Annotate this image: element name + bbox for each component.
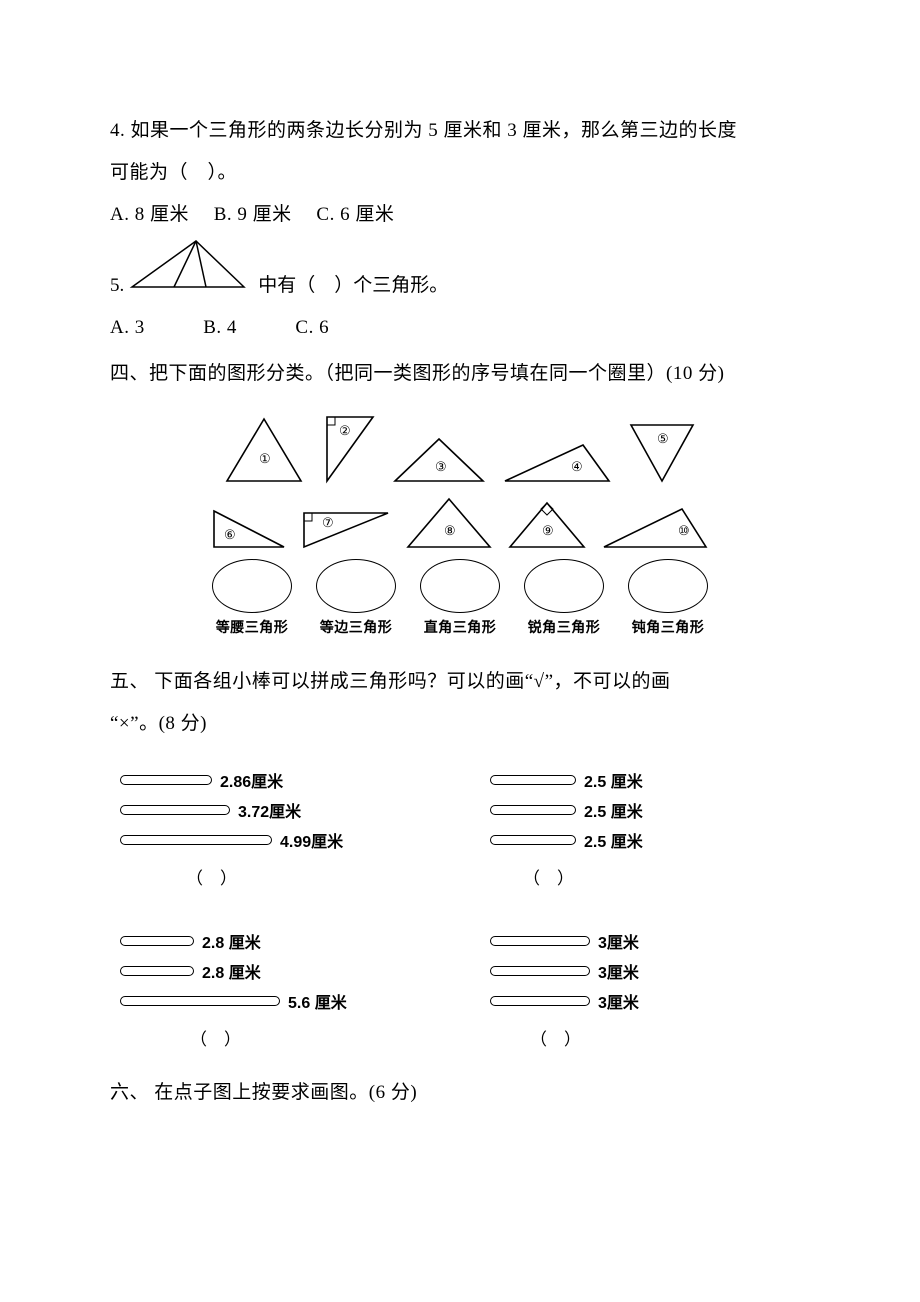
q5-figure [124,235,254,307]
section5-title-l2: “×”。(8 分) [110,703,810,745]
triangle-shape: ③ [391,435,487,485]
answer-blank: （ ） [523,864,780,889]
svg-text:③: ③ [435,459,447,474]
triangle-shape: ⑧ [404,495,494,551]
stick-row: 2.5 厘米 [490,798,780,822]
oval-label: 钝角三角形 [632,617,705,637]
stick-bar [490,996,590,1006]
stick-label: 2.5 厘米 [584,768,643,792]
section5-title-l1: 五、 下面各组小棒可以拼成三角形吗？可以的画“√”，不可以的画 [110,661,810,703]
stick-label: 2.5 厘米 [584,798,643,822]
oval-label: 锐角三角形 [528,617,601,637]
stick-bar [120,775,212,785]
q4-line1: 4. 如果一个三角形的两条边长分别为 5 厘米和 3 厘米，那么第三边的长度 [110,110,810,152]
q5-suffix: 中有（ ）个三角形。 [258,265,448,307]
triangle-shape: ⑩ [600,505,710,551]
svg-text:②: ② [339,423,351,438]
ovals-row: 等腰三角形 等边三角形 直角三角形 锐角三角形 钝角三角形 [207,559,713,637]
stick-bar [120,996,280,1006]
oval-blank [628,559,708,613]
stick-bar [490,966,590,976]
triangle-row-1: ① ② ③ ④ ⑤ [207,413,713,485]
stick-row: 2.5 厘米 [490,768,780,792]
section4-figure: ① ② ③ ④ ⑤ ⑥ ⑦ ⑧ ⑨ ⑩ 等腰三角形 等边三角形 直角三角形 锐角三角形 钝角三角形 [110,413,810,637]
stick-row: 3厘米 [490,989,780,1013]
answer-blank: （ ） [186,864,410,889]
triangle-row-2: ⑥ ⑦ ⑧ ⑨ ⑩ [207,495,713,551]
stick-row: 2.8 厘米 [120,929,410,953]
stick-bar [490,805,576,815]
svg-text:⑨: ⑨ [542,523,554,538]
section6-title: 六、 在点子图上按要求画图。(6 分) [110,1072,810,1114]
oval-label: 等边三角形 [320,617,393,637]
triangle-shape: ① [223,415,305,485]
triangle-shape: ② [319,413,377,485]
svg-text:⑤: ⑤ [657,431,669,446]
stick-label: 3.72厘米 [238,798,301,822]
svg-text:④: ④ [571,459,583,474]
stick-row: 3厘米 [490,929,780,953]
stick-label: 2.86厘米 [220,768,283,792]
stick-row: 2.5 厘米 [490,828,780,852]
stick-row: 4.99厘米 [120,828,410,852]
stick-bar [120,936,194,946]
stick-row: 2.86厘米 [120,768,410,792]
q4-line2: 可能为（ ）。 [110,152,810,194]
svg-text:⑧: ⑧ [444,523,456,538]
stick-label: 3厘米 [598,959,639,983]
oval-category: 等腰三角形 [207,559,297,637]
oval-label: 等腰三角形 [216,617,289,637]
q5-line: 5. 中有（ ）个三角形。 [110,235,810,307]
oval-category: 等边三角形 [311,559,401,637]
q5-prefix: 5. [110,265,124,307]
sticks-grid: 2.86厘米 3.72厘米 4.99厘米 （ ） 2.5 厘米 2.5 厘米 2.5 厘米 （… [120,768,780,1050]
stick-bar [120,835,272,845]
stick-bar [490,936,590,946]
stick-group: 2.86厘米 3.72厘米 4.99厘米 （ ） [120,768,410,889]
triangle-shape: ⑥ [210,507,288,551]
oval-category: 钝角三角形 [623,559,713,637]
stick-label: 2.8 厘米 [202,929,261,953]
triangle-shape: ④ [501,441,613,485]
stick-label: 3厘米 [598,989,639,1013]
triangles-set: ① ② ③ ④ ⑤ ⑥ ⑦ ⑧ ⑨ ⑩ 等腰三角形 等边三角形 直角三角形 锐角三角形 钝角三角形 [207,413,713,637]
triangle-shape: ⑨ [506,499,588,551]
stick-bar [120,966,194,976]
triangle-shape: ⑤ [627,421,697,485]
section4-title: 四、把下面的图形分类。（把同一类图形的序号填在同一个圈里）(10 分) [110,353,810,395]
stick-label: 2.5 厘米 [584,828,643,852]
oval-blank [212,559,292,613]
triangle-shape: ⑦ [300,509,392,551]
stick-row: 2.8 厘米 [120,959,410,983]
oval-label: 直角三角形 [424,617,497,637]
stick-label: 5.6 厘米 [288,989,347,1013]
stick-row: 3.72厘米 [120,798,410,822]
q4-options: A. 8 厘米 B. 9 厘米 C. 6 厘米 [110,194,810,236]
oval-category: 直角三角形 [415,559,505,637]
stick-row: 5.6 厘米 [120,989,410,1013]
svg-text:⑥: ⑥ [224,527,236,542]
page-container: 4. 如果一个三角形的两条边长分别为 5 厘米和 3 厘米，那么第三边的长度 可… [0,0,920,1174]
stick-group: 3厘米 3厘米 3厘米 （ ） [490,929,780,1050]
oval-category: 锐角三角形 [519,559,609,637]
stick-bar [490,775,576,785]
answer-blank: （ ） [530,1025,780,1050]
oval-blank [420,559,500,613]
svg-text:⑩: ⑩ [678,523,690,538]
q5-triangle-svg [124,235,254,291]
oval-blank [524,559,604,613]
stick-label: 3厘米 [598,929,639,953]
stick-group: 2.5 厘米 2.5 厘米 2.5 厘米 （ ） [490,768,780,889]
stick-bar [490,835,576,845]
stick-bar [120,805,230,815]
stick-label: 2.8 厘米 [202,959,261,983]
stick-row: 3厘米 [490,959,780,983]
svg-text:⑦: ⑦ [322,515,334,530]
stick-group: 2.8 厘米 2.8 厘米 5.6 厘米 （ ） [120,929,410,1050]
stick-label: 4.99厘米 [280,828,343,852]
oval-blank [316,559,396,613]
q5-options: A. 3 B. 4 C. 6 [110,307,810,349]
svg-text:①: ① [259,451,271,466]
answer-blank: （ ） [190,1025,410,1050]
